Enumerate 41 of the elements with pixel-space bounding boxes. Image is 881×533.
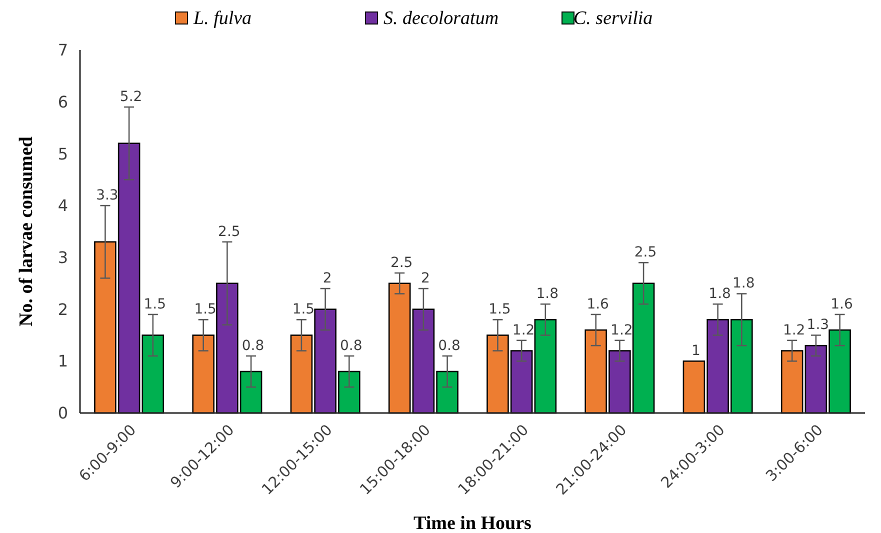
- y-tick-label: 6: [58, 92, 68, 112]
- data-label: 3.3: [96, 188, 118, 204]
- y-tick-label: 5: [58, 144, 68, 164]
- y-axis-title: No. of larvae consumed: [16, 136, 37, 326]
- y-tick-label: 4: [58, 196, 68, 216]
- bar: [388, 282, 411, 414]
- y-tick-label: 7: [58, 40, 68, 60]
- y-tick-label: 2: [58, 300, 68, 319]
- data-label: 2: [322, 270, 332, 287]
- data-label: 0.8: [438, 338, 460, 354]
- data-label: 5.2: [120, 89, 142, 106]
- data-label: 2.5: [218, 224, 240, 240]
- data-label: 2: [420, 270, 430, 287]
- data-label: 1.3: [806, 317, 830, 334]
- data-label: 1.2: [610, 322, 633, 338]
- data-label: 1.8: [708, 286, 731, 302]
- data-label: 1.6: [830, 296, 854, 312]
- data-label: 0.8: [340, 338, 362, 354]
- data-label: 1.5: [488, 302, 511, 318]
- data-label: 1.2: [512, 322, 535, 338]
- y-tick-label: 1: [58, 352, 68, 371]
- legend-label: L. fulva: [192, 8, 252, 29]
- data-label: 0.8: [242, 338, 264, 354]
- data-label: 1.5: [194, 302, 216, 318]
- data-label: 1.2: [782, 322, 806, 338]
- legend-label: S. decoloratum: [384, 8, 499, 29]
- data-label: 2.5: [390, 254, 413, 271]
- data-label: 2.5: [634, 244, 657, 261]
- data-label: 1.5: [292, 302, 315, 318]
- y-tick-label: 3: [58, 248, 68, 268]
- y-tick-label: 0: [58, 404, 68, 423]
- x-axis-title: Time in Hours: [414, 513, 532, 533]
- data-label: 1: [692, 343, 700, 360]
- legend-label: C. servilia: [574, 8, 653, 29]
- data-label: 1.8: [536, 286, 559, 302]
- data-label: 1.5: [144, 296, 166, 312]
- bar: [142, 334, 164, 414]
- data-label: 1.6: [586, 296, 610, 312]
- bar: [534, 319, 557, 414]
- bar: [780, 350, 804, 414]
- data-label: 1.8: [732, 276, 755, 292]
